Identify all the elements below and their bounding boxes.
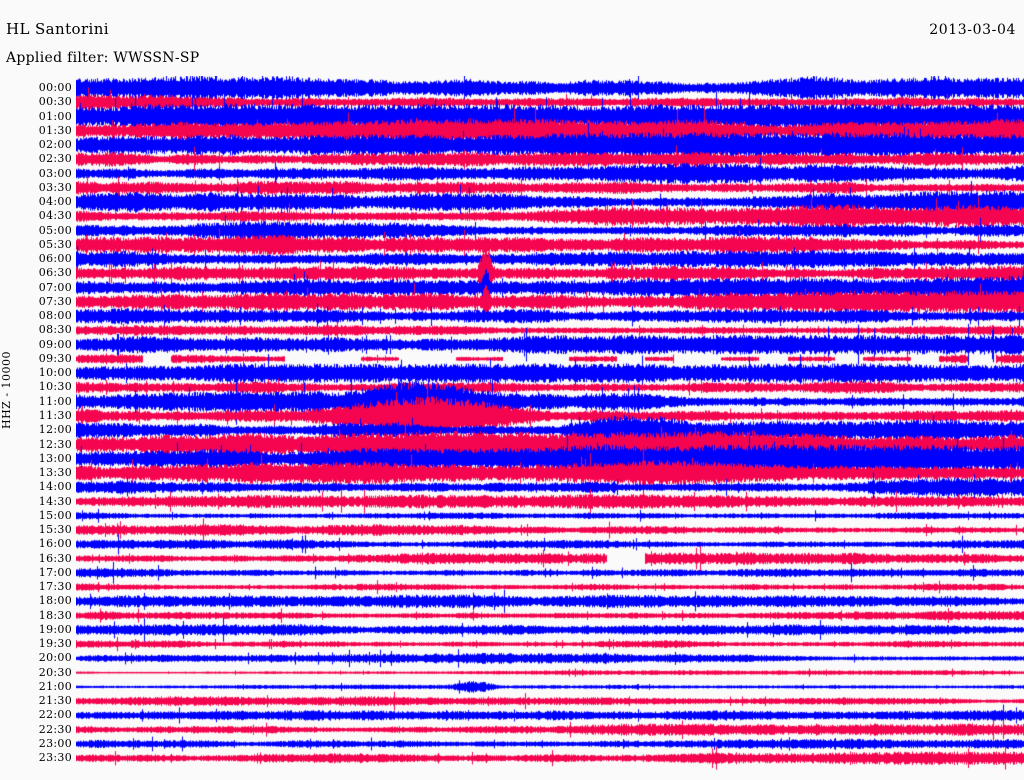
time-axis: 00:00 00:30 01:00 01:30 02:00 02:30 03:00 03:30… xyxy=(8,76,72,772)
time-tick-label: 18:00 xyxy=(38,594,72,608)
time-tick-label: 23:30 xyxy=(38,751,72,765)
time-tick-label: 06:30 xyxy=(38,266,72,280)
time-tick-label: 01:00 xyxy=(38,109,72,123)
time-tick-label: 01:30 xyxy=(38,123,72,137)
time-tick-label: 00:00 xyxy=(38,81,72,94)
time-tick-label: 03:00 xyxy=(38,166,72,180)
time-tick-label: 19:00 xyxy=(38,622,72,636)
time-tick-label: 00:30 xyxy=(38,95,72,109)
time-tick-label: 18:30 xyxy=(38,608,72,622)
time-tick-label: 21:30 xyxy=(38,694,72,708)
time-tick-label: 22:30 xyxy=(38,722,72,736)
time-tick-label: 20:30 xyxy=(38,665,72,679)
record-date: 2013-03-04 xyxy=(929,22,1016,38)
time-tick-label: 19:30 xyxy=(38,637,72,651)
time-tick-label: 12:30 xyxy=(38,437,72,451)
time-tick-label: 23:00 xyxy=(38,736,72,750)
time-tick-label: 13:00 xyxy=(38,451,72,465)
time-tick-label: 10:30 xyxy=(38,380,72,394)
time-tick-label: 04:00 xyxy=(38,195,72,209)
time-tick-label: 14:30 xyxy=(38,494,72,508)
time-tick-label: 21:00 xyxy=(38,679,72,693)
time-tick-label: 15:00 xyxy=(38,508,72,522)
time-tick-label: 10:00 xyxy=(38,366,72,380)
time-tick-label: 07:00 xyxy=(38,280,72,294)
time-tick-label: 04:30 xyxy=(38,209,72,223)
seismogram-traces xyxy=(76,76,1024,772)
time-tick-label: 05:00 xyxy=(38,223,72,237)
time-tick-label: 17:30 xyxy=(38,580,72,594)
time-tick-label: 22:00 xyxy=(38,708,72,722)
time-tick-label: 11:00 xyxy=(38,394,72,408)
time-tick-label: 09:00 xyxy=(38,337,72,351)
time-tick-label: 07:30 xyxy=(38,294,72,308)
time-tick-label: 13:30 xyxy=(38,466,72,480)
page-title: HL Santorini xyxy=(6,20,109,38)
time-tick-label: 02:30 xyxy=(38,152,72,166)
time-tick-label: 20:00 xyxy=(38,651,72,665)
time-tick-label: 14:00 xyxy=(38,480,72,494)
time-tick-label: 16:30 xyxy=(38,551,72,565)
time-tick-label: 15:30 xyxy=(38,523,72,537)
time-tick-label: 06:00 xyxy=(38,252,72,266)
time-tick-label: 03:30 xyxy=(38,180,72,194)
time-tick-label: 08:30 xyxy=(38,323,72,337)
time-tick-label: 12:00 xyxy=(38,423,72,437)
time-tick-label: 05:30 xyxy=(38,237,72,251)
time-tick-label: 11:30 xyxy=(38,408,72,422)
time-tick-label: 16:00 xyxy=(38,537,72,551)
time-tick-label: 17:00 xyxy=(38,565,72,579)
applied-filter-label: Applied filter: WWSSN-SP xyxy=(6,50,200,66)
time-tick-label: 09:30 xyxy=(38,351,72,365)
time-tick-label: 02:00 xyxy=(38,138,72,152)
time-tick-label: 08:00 xyxy=(38,309,72,323)
